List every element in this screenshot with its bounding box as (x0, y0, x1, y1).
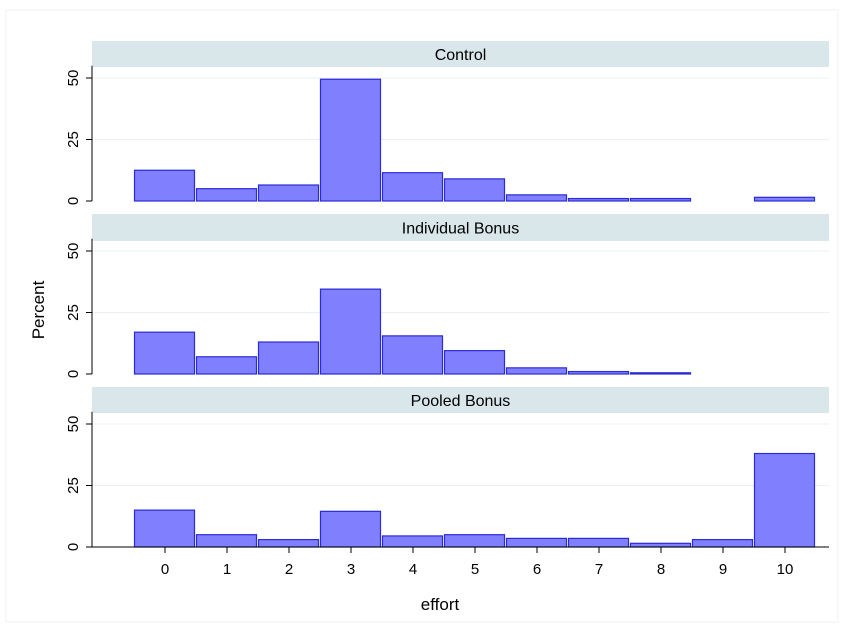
bar-7 (567, 370, 630, 375)
bar-3 (319, 78, 382, 202)
bar-4 (381, 535, 444, 548)
x-tick-label: 9 (719, 561, 727, 578)
x-tick-label: 10 (777, 561, 794, 578)
bar-1 (195, 356, 258, 375)
y-tick-label: 0 (65, 543, 82, 551)
y-tick-label: 0 (65, 197, 82, 205)
x-tick-label: 8 (657, 561, 665, 578)
x-tick-label: 1 (223, 561, 231, 578)
bar-8 (629, 197, 692, 202)
panel-title: Pooled Bonus (411, 393, 511, 410)
bar-6 (505, 367, 568, 375)
x-tick-label: 7 (595, 561, 603, 578)
panel-header (92, 214, 829, 241)
y-axis-label: Percent (29, 280, 48, 339)
y-tick-label: 50 (65, 70, 82, 87)
bar-2 (257, 539, 320, 548)
x-tick-label: 3 (347, 561, 355, 578)
x-tick-label: 5 (471, 561, 479, 578)
x-tick-label: 2 (285, 561, 293, 578)
y-tick-label: 0 (65, 370, 82, 378)
bar-10 (753, 452, 816, 548)
panel-0: Control 0 25 50 (65, 41, 829, 205)
x-tick-label: 4 (409, 561, 417, 578)
bar-0 (133, 169, 196, 202)
bar-2 (257, 341, 320, 375)
y-tick-label: 25 (65, 304, 82, 321)
bar-1 (195, 534, 258, 548)
bar-6 (505, 537, 568, 548)
bar-7 (567, 197, 630, 202)
panel-title: Control (435, 47, 487, 64)
bar-8 (629, 542, 692, 548)
bar-9 (691, 539, 754, 548)
y-tick-label: 25 (65, 131, 82, 148)
panel-header (92, 387, 829, 413)
bar-4 (381, 172, 444, 202)
panel-header (92, 41, 829, 67)
x-tick-label: 6 (533, 561, 541, 578)
bar-7 (567, 537, 630, 548)
bar-4 (381, 335, 444, 375)
bar-3 (319, 510, 382, 548)
y-tick-label: 50 (65, 416, 82, 433)
bar-5 (443, 350, 506, 375)
bar-8 (629, 372, 692, 375)
x-tick-label: 0 (161, 561, 169, 578)
bar-0 (133, 509, 196, 548)
figure-border (5, 9, 839, 623)
bar-1 (195, 188, 258, 202)
bar-3 (319, 288, 382, 375)
bar-6 (505, 194, 568, 202)
bar-5 (443, 178, 506, 202)
bar-2 (257, 184, 320, 202)
y-tick-label: 25 (65, 477, 82, 494)
x-axis-label: effort (421, 595, 460, 614)
bar-0 (133, 331, 196, 375)
panel-title: Individual Bonus (402, 221, 519, 238)
bar-10 (753, 196, 816, 202)
panel-1: Individual Bonus 0 25 50 (65, 214, 829, 378)
bar-5 (443, 534, 506, 548)
y-tick-label: 50 (65, 243, 82, 260)
